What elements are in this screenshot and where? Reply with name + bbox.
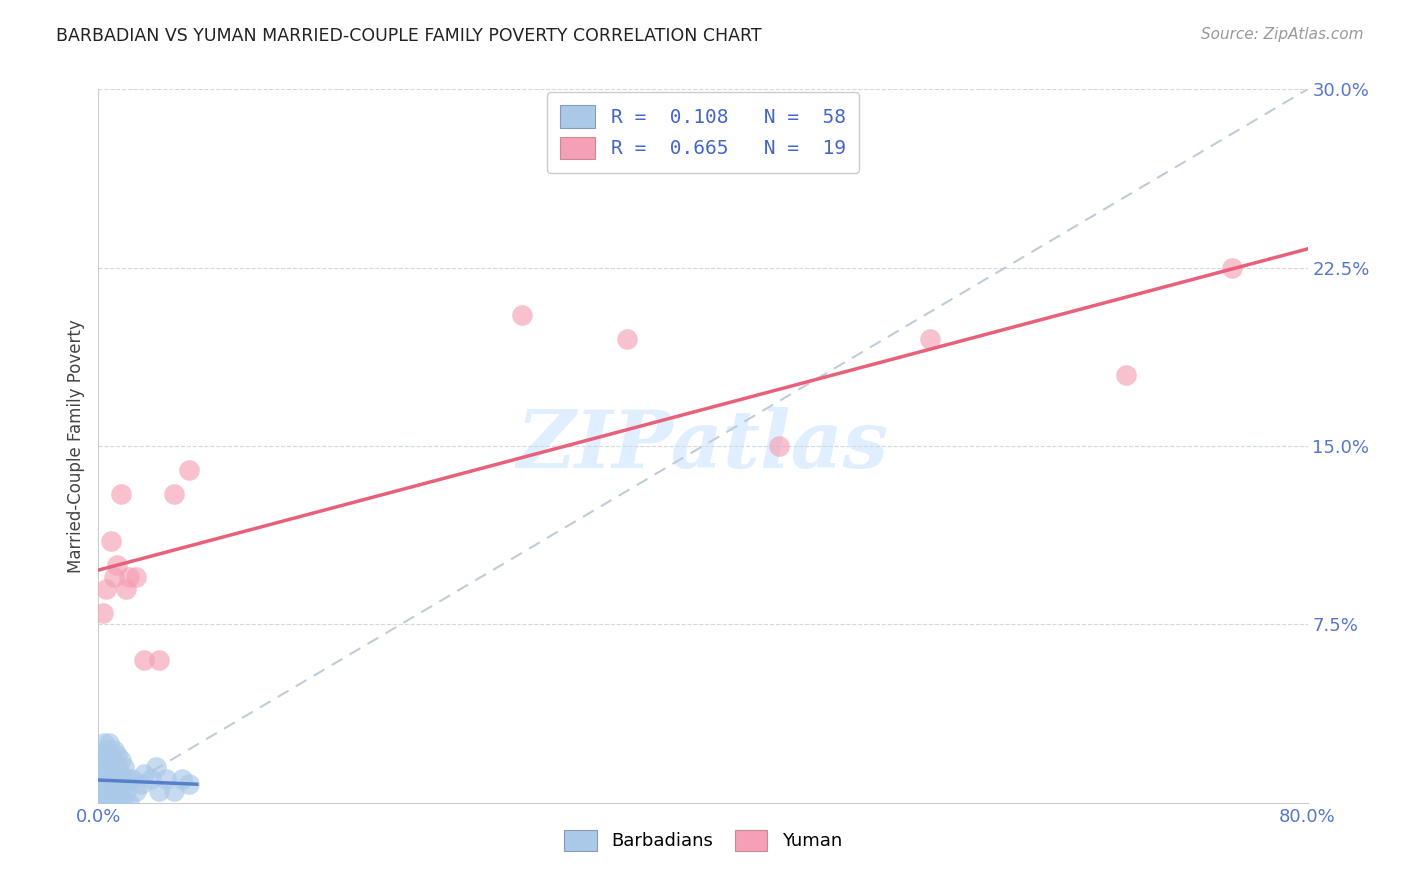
- Point: [125, 784, 148, 798]
- Point: [145, 760, 167, 774]
- Point: [115, 772, 138, 786]
- Point: [96, 796, 118, 810]
- Point: [510, 308, 533, 322]
- Point: [163, 784, 186, 798]
- Point: [132, 653, 155, 667]
- Point: [768, 439, 790, 453]
- Point: [98, 796, 121, 810]
- Point: [141, 772, 163, 786]
- Point: [103, 570, 125, 584]
- Point: [148, 653, 170, 667]
- Point: [103, 743, 125, 757]
- Point: [93, 736, 115, 750]
- Point: [94, 582, 117, 596]
- Point: [93, 772, 115, 786]
- Point: [98, 736, 121, 750]
- Text: Source: ZipAtlas.com: Source: ZipAtlas.com: [1201, 27, 1364, 42]
- Point: [100, 534, 122, 549]
- Point: [94, 753, 117, 767]
- Point: [112, 760, 135, 774]
- Point: [96, 784, 118, 798]
- Point: [103, 796, 125, 810]
- Point: [179, 463, 201, 477]
- Point: [105, 772, 128, 786]
- Point: [105, 796, 128, 810]
- Point: [96, 743, 118, 757]
- Point: [104, 777, 127, 791]
- Point: [179, 777, 201, 791]
- Point: [110, 486, 132, 500]
- Point: [100, 748, 122, 763]
- Point: [89, 772, 111, 786]
- Point: [98, 760, 121, 774]
- Point: [100, 772, 122, 786]
- Point: [108, 767, 131, 781]
- Point: [918, 332, 941, 346]
- Y-axis label: Married-Couple Family Poverty: Married-Couple Family Poverty: [67, 319, 86, 573]
- Point: [90, 796, 112, 810]
- Point: [110, 784, 132, 798]
- Point: [101, 779, 124, 793]
- Point: [104, 757, 127, 772]
- Point: [91, 784, 114, 798]
- Point: [91, 748, 114, 763]
- Point: [111, 772, 134, 786]
- Point: [616, 332, 638, 346]
- Point: [105, 558, 128, 572]
- Point: [163, 486, 186, 500]
- Point: [125, 570, 148, 584]
- Point: [90, 760, 112, 774]
- Point: [110, 753, 132, 767]
- Point: [107, 784, 129, 798]
- Point: [107, 760, 129, 774]
- Point: [1115, 368, 1137, 382]
- Point: [91, 796, 114, 810]
- Point: [96, 767, 118, 781]
- Point: [114, 784, 136, 798]
- Point: [148, 784, 170, 798]
- Point: [91, 606, 114, 620]
- Point: [103, 772, 125, 786]
- Point: [132, 767, 155, 781]
- Point: [155, 772, 177, 786]
- Point: [93, 796, 115, 810]
- Point: [105, 748, 128, 763]
- Point: [114, 582, 136, 596]
- Point: [129, 777, 152, 791]
- Point: [98, 777, 121, 791]
- Point: [108, 796, 131, 810]
- Point: [121, 772, 143, 786]
- Point: [104, 796, 127, 810]
- Point: [1220, 260, 1243, 275]
- Point: [101, 796, 124, 810]
- Text: ZIPatlas: ZIPatlas: [517, 408, 889, 484]
- Point: [111, 796, 134, 810]
- Point: [100, 796, 122, 810]
- Point: [170, 772, 193, 786]
- Point: [94, 777, 117, 791]
- Legend: Barbadians, Yuman: Barbadians, Yuman: [557, 822, 849, 858]
- Point: [118, 796, 141, 810]
- Point: [118, 570, 141, 584]
- Text: BARBADIAN VS YUMAN MARRIED-COUPLE FAMILY POVERTY CORRELATION CHART: BARBADIAN VS YUMAN MARRIED-COUPLE FAMILY…: [56, 27, 762, 45]
- Point: [94, 796, 117, 810]
- Point: [101, 753, 124, 767]
